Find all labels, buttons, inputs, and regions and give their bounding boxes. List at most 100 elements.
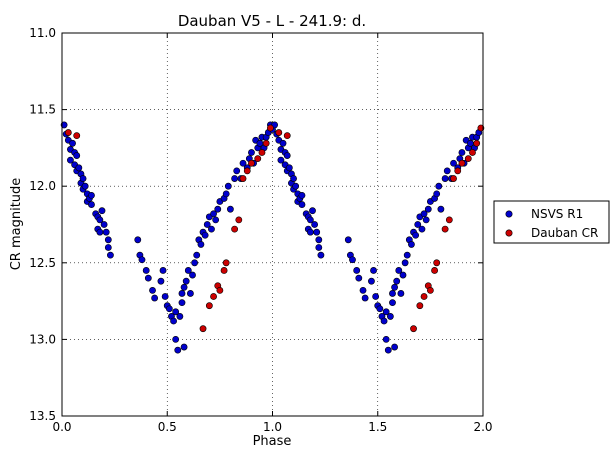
data-point <box>64 129 72 136</box>
data-point <box>233 167 241 175</box>
data-point <box>231 175 239 182</box>
y-tick-label: 11.0 <box>29 26 56 40</box>
x-tick-label: 0.0 <box>52 420 71 434</box>
data-point <box>313 228 321 236</box>
legend-marker-nsvs-r1 <box>505 210 513 218</box>
data-point <box>285 164 293 172</box>
data-point <box>104 244 112 251</box>
data-point <box>176 313 184 320</box>
data-point <box>96 228 104 236</box>
y-tick-label: 13.0 <box>29 332 56 346</box>
data-point <box>178 299 186 307</box>
data-point <box>361 294 369 302</box>
data-point <box>368 277 375 285</box>
data-point <box>376 305 384 313</box>
data-point <box>100 221 108 228</box>
data-point <box>189 271 196 279</box>
legend-label-dauban-cr: Dauban CR <box>531 226 598 240</box>
data-point <box>172 308 180 316</box>
data-point <box>389 299 396 307</box>
data-point <box>414 221 422 228</box>
data-point <box>443 167 451 175</box>
data-point <box>275 129 283 136</box>
data-point <box>205 302 213 310</box>
data-point <box>138 256 146 264</box>
data-point <box>210 293 217 300</box>
data-point <box>283 132 291 140</box>
data-point <box>226 205 234 213</box>
data-point <box>372 293 380 300</box>
data-point <box>60 121 68 129</box>
data-point <box>149 286 156 294</box>
data-point <box>458 159 466 167</box>
data-point <box>450 159 457 167</box>
data-point <box>254 155 262 163</box>
data-point <box>222 190 230 198</box>
data-point <box>433 190 441 198</box>
data-point <box>201 231 209 239</box>
data-point <box>142 267 150 274</box>
data-point <box>151 294 159 302</box>
data-point <box>477 124 485 132</box>
y-axis-label: CR magnitude <box>9 178 24 271</box>
data-point <box>197 241 205 248</box>
data-point <box>386 313 394 320</box>
data-point <box>220 267 228 274</box>
data-point <box>290 175 297 182</box>
data-point <box>473 139 481 147</box>
data-point <box>370 267 377 274</box>
legend-box <box>493 200 610 244</box>
data-point <box>69 139 76 147</box>
data-point <box>88 201 95 208</box>
data-point <box>134 236 142 244</box>
data-point <box>88 191 95 199</box>
data-point <box>239 159 247 167</box>
data-point <box>248 159 255 167</box>
data-point <box>424 205 432 213</box>
data-point <box>178 290 186 297</box>
data-point <box>298 191 306 199</box>
data-point <box>283 152 291 159</box>
data-point <box>389 290 396 297</box>
legend-marker-dauban-cr <box>505 229 513 237</box>
data-point <box>239 175 247 182</box>
data-point <box>431 267 438 274</box>
data-point <box>159 267 167 274</box>
x-tick-label: 2.0 <box>473 420 492 434</box>
data-point <box>382 335 390 343</box>
data-point <box>216 286 224 294</box>
data-point <box>349 256 356 264</box>
data-points <box>60 121 485 354</box>
data-point <box>395 267 403 274</box>
x-tick-label: 1.5 <box>368 420 387 434</box>
data-point <box>231 225 239 233</box>
data-point <box>212 216 220 224</box>
data-point <box>161 293 169 300</box>
data-point <box>165 305 173 313</box>
data-point <box>306 228 314 236</box>
data-point <box>191 259 199 267</box>
data-point <box>382 308 390 316</box>
data-point <box>306 216 314 224</box>
data-point <box>420 293 428 300</box>
data-point <box>81 182 89 190</box>
data-point <box>277 156 285 164</box>
data-point <box>384 346 392 354</box>
data-point <box>199 325 207 333</box>
data-point <box>180 343 188 351</box>
data-point <box>107 251 114 259</box>
data-point <box>437 205 445 213</box>
data-point <box>380 317 388 325</box>
data-point <box>262 139 270 147</box>
data-point <box>454 167 462 175</box>
data-point <box>248 149 255 156</box>
data-point <box>79 175 87 182</box>
data-point <box>344 236 352 244</box>
data-point <box>292 182 300 190</box>
data-point <box>235 216 243 224</box>
data-point <box>170 317 177 325</box>
data-point <box>353 267 361 274</box>
y-tick-label: 12.5 <box>29 256 56 270</box>
data-point <box>210 210 217 218</box>
